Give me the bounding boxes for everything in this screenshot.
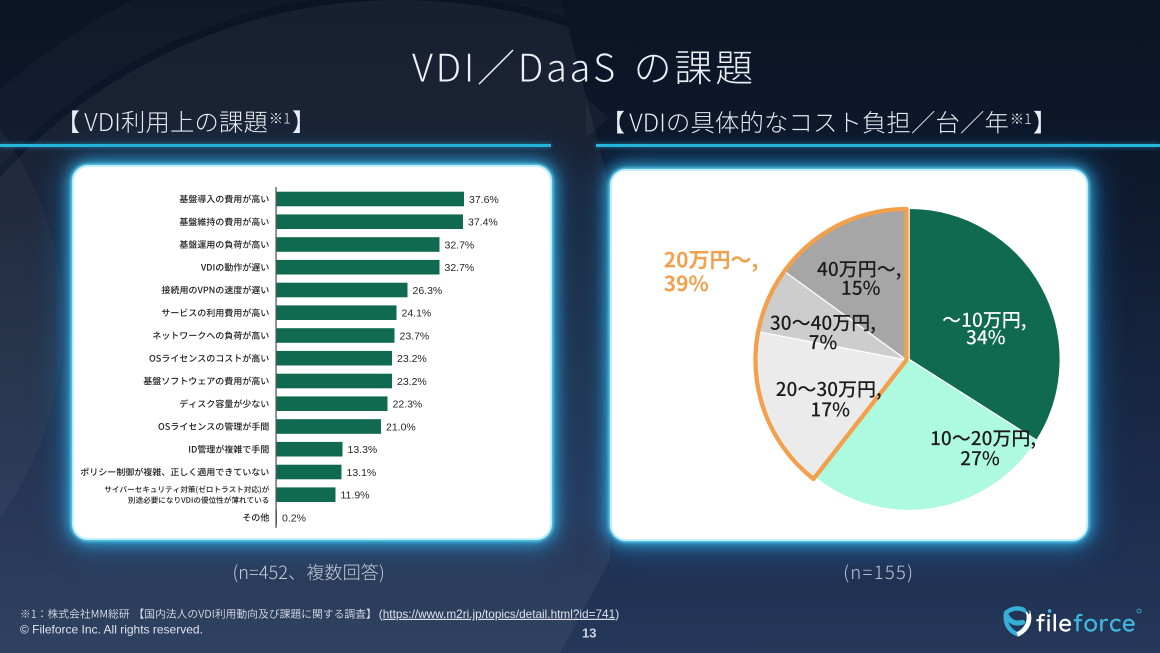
svg-text:23.7%: 23.7%: [400, 330, 430, 342]
svg-text:13.3%: 13.3%: [348, 444, 378, 456]
svg-text:32.7%: 32.7%: [445, 239, 475, 251]
svg-text:(https://www.m2ri.jp/topics/de: (https://www.m2ri.jp/topics/detail.html?…: [379, 607, 619, 621]
svg-text:© Fileforce Inc. All rights re: © Fileforce Inc. All rights reserved.: [20, 623, 203, 637]
svg-text:13: 13: [582, 626, 596, 641]
svg-text:37.4%: 37.4%: [468, 217, 498, 229]
svg-text:13.1%: 13.1%: [347, 467, 377, 479]
svg-text:11.9%: 11.9%: [341, 490, 370, 502]
svg-text:21.0%: 21.0%: [386, 421, 416, 433]
svg-text:0.2%: 0.2%: [282, 512, 306, 524]
svg-text:22.3%: 22.3%: [393, 399, 423, 411]
svg-text:32.7%: 32.7%: [445, 262, 475, 274]
svg-text:24.1%: 24.1%: [402, 308, 432, 320]
svg-text:37.6%: 37.6%: [469, 194, 499, 206]
svg-text:23.2%: 23.2%: [397, 353, 427, 365]
svg-text:26.3%: 26.3%: [413, 285, 443, 297]
svg-text:23.2%: 23.2%: [397, 376, 427, 388]
